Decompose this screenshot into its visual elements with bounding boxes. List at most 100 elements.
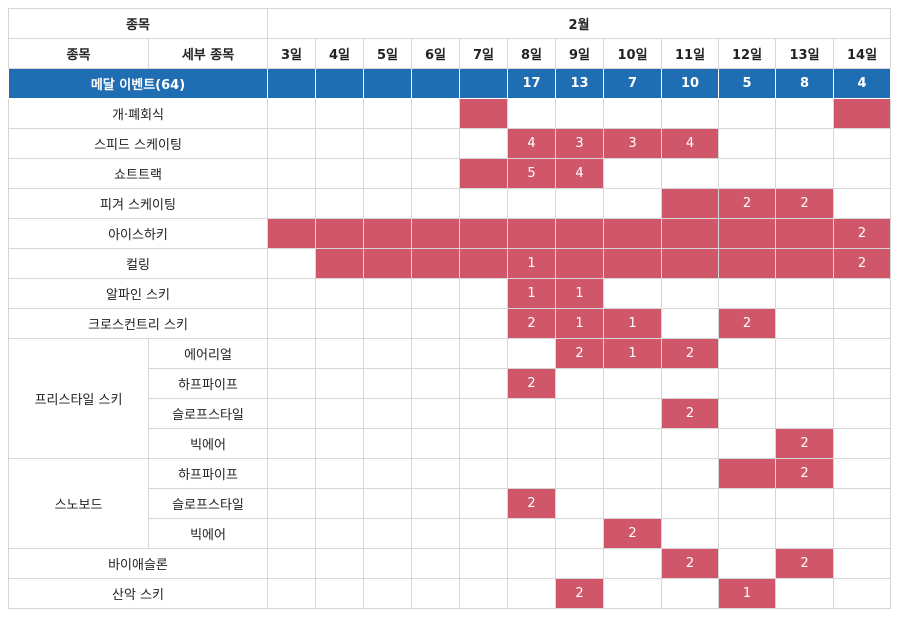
empty-cell bbox=[833, 518, 892, 549]
empty-cell bbox=[363, 578, 413, 609]
table-row: 아이스하키 2 bbox=[7, 218, 892, 249]
table-row: 빅에어 2 bbox=[9, 428, 892, 459]
event-day-cell: 2 bbox=[661, 398, 720, 429]
sub-event-name: 에어리얼 bbox=[147, 338, 269, 369]
empty-cell bbox=[267, 518, 317, 549]
empty-cell bbox=[363, 368, 413, 399]
empty-cell bbox=[363, 158, 413, 189]
empty-cell bbox=[459, 518, 509, 549]
sport-name: 산악 스키 bbox=[7, 578, 269, 609]
event-day-cell bbox=[459, 218, 509, 249]
event-day-cell bbox=[363, 218, 413, 249]
empty-cell bbox=[363, 458, 413, 489]
event-day-cell bbox=[459, 158, 509, 189]
empty-cell bbox=[507, 518, 557, 549]
event-day-cell: 1 bbox=[718, 578, 777, 609]
sport-name: 쇼트트랙 bbox=[7, 158, 269, 189]
empty-cell bbox=[603, 368, 663, 399]
medal-count-cell bbox=[363, 68, 413, 99]
event-day-cell bbox=[459, 248, 509, 279]
medal-count-cell: 17 bbox=[507, 68, 557, 99]
event-day-cell bbox=[833, 98, 892, 129]
empty-cell bbox=[315, 98, 365, 129]
sub-event-name: 슬로프스타일 bbox=[147, 398, 269, 429]
empty-cell bbox=[363, 308, 413, 339]
empty-cell bbox=[315, 308, 365, 339]
empty-cell bbox=[718, 428, 777, 459]
medal-count-cell bbox=[267, 68, 317, 99]
empty-cell bbox=[507, 578, 557, 609]
event-day-cell bbox=[718, 218, 777, 249]
empty-cell bbox=[603, 188, 663, 219]
table-row: 크로스컨트리 스키 2 1 1 2 bbox=[7, 308, 892, 339]
empty-cell bbox=[267, 548, 317, 579]
empty-cell bbox=[718, 98, 777, 129]
event-day-cell: 4 bbox=[555, 158, 605, 189]
empty-cell bbox=[315, 128, 365, 159]
empty-cell bbox=[411, 158, 461, 189]
event-day-cell: 1 bbox=[507, 248, 557, 279]
event-day-cell bbox=[459, 98, 509, 129]
sport-name: 크로스컨트리 스키 bbox=[7, 308, 269, 339]
empty-cell bbox=[775, 488, 835, 519]
empty-cell bbox=[603, 398, 663, 429]
empty-cell bbox=[267, 308, 317, 339]
empty-cell bbox=[775, 398, 835, 429]
empty-cell bbox=[507, 98, 557, 129]
empty-cell bbox=[507, 428, 557, 459]
sub-event-name: 슬로프스타일 bbox=[147, 488, 269, 519]
empty-cell bbox=[267, 428, 317, 459]
event-day-cell bbox=[315, 218, 365, 249]
empty-cell bbox=[363, 548, 413, 579]
month-header: 2월 bbox=[267, 8, 892, 39]
empty-cell bbox=[833, 278, 892, 309]
sub-event-name: 빅에어 bbox=[147, 428, 269, 459]
empty-cell bbox=[775, 518, 835, 549]
event-day-cell bbox=[315, 248, 365, 279]
event-day-cell: 2 bbox=[833, 218, 892, 249]
header-row-top: 종목 2월 bbox=[7, 8, 892, 39]
event-day-cell: 2 bbox=[661, 338, 720, 369]
empty-cell bbox=[267, 368, 317, 399]
empty-cell bbox=[718, 128, 777, 159]
empty-cell bbox=[411, 188, 461, 219]
empty-cell bbox=[411, 128, 461, 159]
event-day-cell: 1 bbox=[603, 338, 663, 369]
sport-name: 스노보드 bbox=[8, 458, 149, 549]
empty-cell bbox=[363, 338, 413, 369]
empty-cell bbox=[555, 428, 605, 459]
empty-cell bbox=[315, 428, 365, 459]
empty-cell bbox=[555, 368, 605, 399]
medal-events-row: 메달 이벤트(64) 17 13 7 10 5 8 4 bbox=[7, 68, 892, 99]
empty-cell bbox=[775, 578, 835, 609]
sport-name: 스피드 스케이팅 bbox=[7, 128, 269, 159]
event-day-cell: 2 bbox=[775, 548, 835, 579]
empty-cell bbox=[833, 158, 892, 189]
event-day-cell: 1 bbox=[555, 308, 605, 339]
empty-cell bbox=[833, 308, 892, 339]
empty-cell bbox=[718, 158, 777, 189]
empty-cell bbox=[833, 548, 892, 579]
empty-cell bbox=[555, 398, 605, 429]
sub-event-name: 하프파이프 bbox=[147, 368, 269, 399]
empty-cell bbox=[459, 398, 509, 429]
empty-cell bbox=[459, 428, 509, 459]
day-header: 8일 bbox=[507, 38, 557, 69]
day-header: 6일 bbox=[411, 38, 461, 69]
empty-cell bbox=[411, 338, 461, 369]
empty-cell bbox=[411, 428, 461, 459]
empty-cell bbox=[833, 338, 892, 369]
empty-cell bbox=[555, 458, 605, 489]
empty-cell bbox=[411, 488, 461, 519]
sport-column-header: 종목 bbox=[7, 8, 269, 39]
table-row: 산악 스키 2 1 bbox=[7, 578, 892, 609]
empty-cell bbox=[315, 278, 365, 309]
sport-name: 프리스타일 스키 bbox=[8, 338, 149, 459]
empty-cell bbox=[833, 578, 892, 609]
empty-cell bbox=[363, 98, 413, 129]
day-header: 7일 bbox=[459, 38, 509, 69]
empty-cell bbox=[661, 158, 720, 189]
empty-cell bbox=[315, 398, 365, 429]
table-row: 빅에어 2 bbox=[9, 518, 892, 549]
table-row: 컬링 1 2 bbox=[7, 248, 892, 279]
